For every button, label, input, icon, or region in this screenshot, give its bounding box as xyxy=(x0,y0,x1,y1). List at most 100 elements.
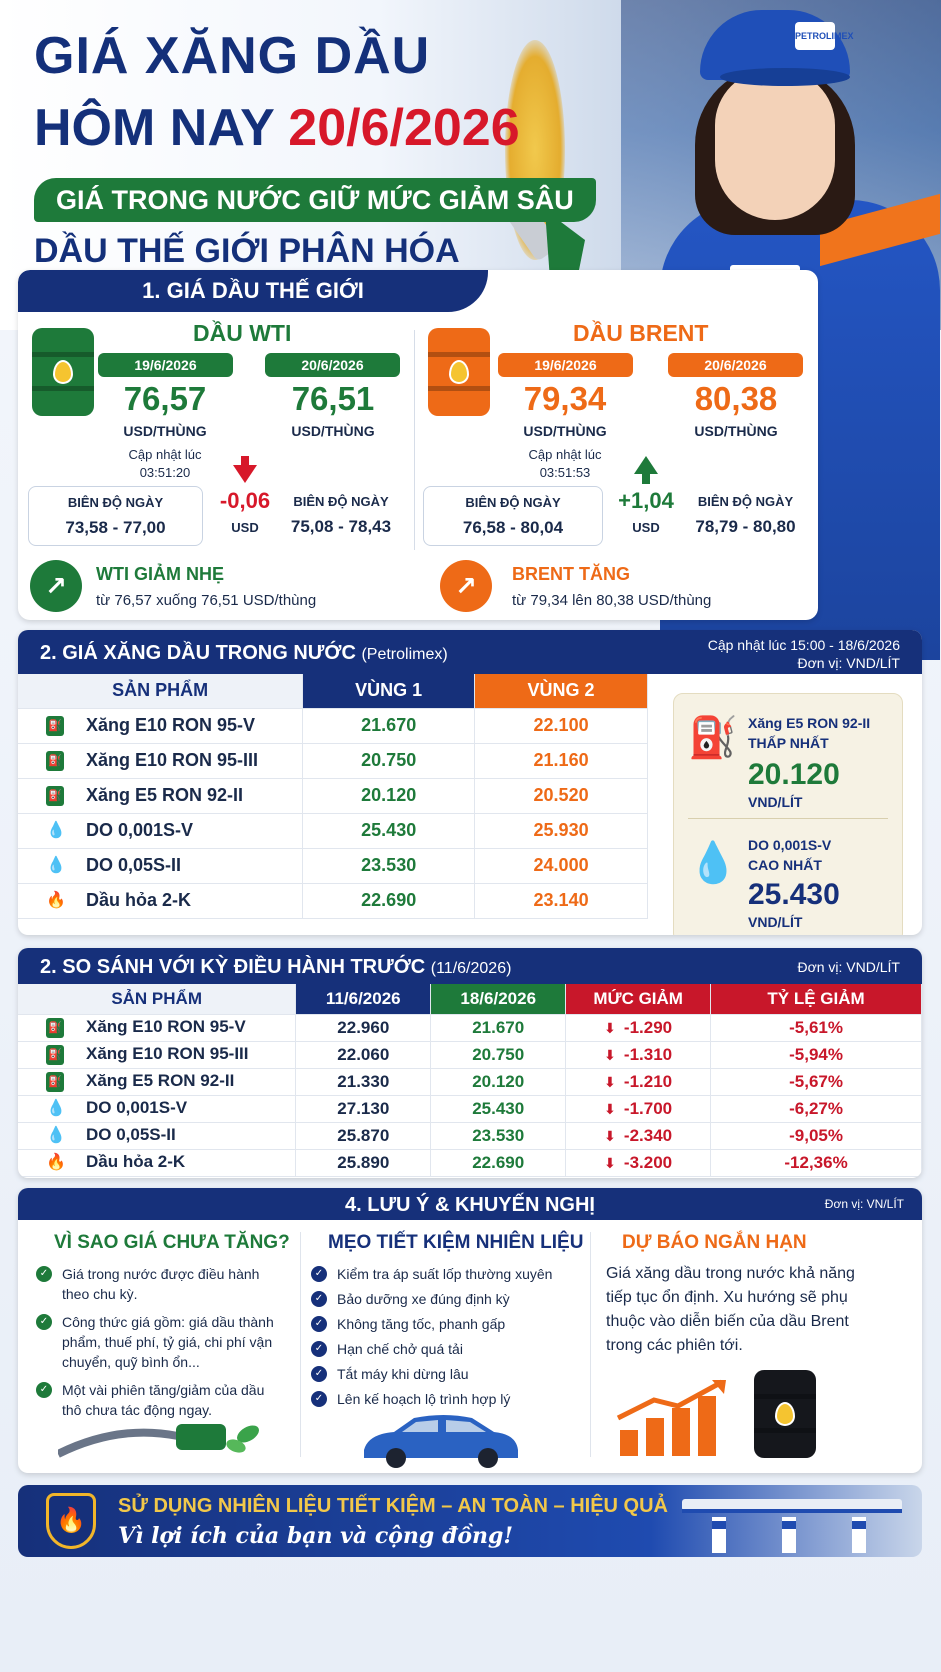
check-icon: ✓ xyxy=(36,1314,52,1330)
decrease-cell: ⬇ -1.210 xyxy=(565,1068,712,1096)
product-name: Xăng E10 RON 95-III xyxy=(86,1044,249,1064)
zone2-price: 23.140 xyxy=(474,883,648,919)
notes-section-header: 4. LƯU Ý & KHUYẾN NGHỊ Đơn vị: VN/LÍT xyxy=(18,1188,922,1220)
comparison-unit-note: Đơn vị: VND/LÍT xyxy=(797,959,900,975)
list-item-text: Giá trong nước được điều hành theo chu k… xyxy=(62,1266,260,1302)
product-cell: 🔥 Dầu hỏa 2-K xyxy=(18,1149,297,1177)
col-product: SẢN PHẨM xyxy=(18,984,297,1015)
decrease-value: -1.290 xyxy=(623,1017,673,1037)
cap-brim xyxy=(720,68,850,86)
range-label: BIÊN ĐỘ NGÀY xyxy=(465,495,561,510)
domestic-title-text: 2. GIÁ XĂNG DẦU TRONG NƯỚC xyxy=(40,642,356,664)
decrease-pct: -12,36% xyxy=(710,1149,922,1177)
notes-unit-note: Đơn vị: VN/LÍT xyxy=(824,1197,904,1211)
pump-icon: ⛽ xyxy=(46,1017,64,1038)
list-item-text: Một vài phiên tăng/giảm của dầu thô chưa… xyxy=(62,1382,265,1418)
product-cell: ⛽ Xăng E10 RON 95-V xyxy=(18,1014,297,1042)
subtitle-pill: GIÁ TRONG NƯỚC GIỮ MỨC GIẢM SÂU xyxy=(34,178,596,222)
list-item-text: Lên kế hoạch lộ trình hợp lý xyxy=(337,1391,511,1407)
wti-title: DẦU WTI xyxy=(193,320,292,346)
decrease-pct: -9,05% xyxy=(710,1122,922,1150)
down-arrow-icon: ⬇ xyxy=(604,1100,616,1117)
pump-icon: ⛽ xyxy=(46,786,64,807)
brent-unit-prev: USD/THÙNG xyxy=(523,423,607,439)
decrease-value: -1.310 xyxy=(623,1044,673,1064)
drop-icon: 💧 xyxy=(46,857,66,875)
decrease-pct: -5,61% xyxy=(710,1014,922,1042)
list-item: ✓ Bảo dưỡng xe đúng định kỳ xyxy=(311,1289,581,1309)
wti-updated-time: 03:51:20 xyxy=(139,465,191,480)
tips-title: MẸO TIẾT KIỆM NHIÊN LIỆU xyxy=(328,1232,584,1253)
flame-icon: 🔥 xyxy=(46,1153,66,1171)
check-icon: ✓ xyxy=(311,1266,327,1282)
table-row: 💧 DO 0,05S-II 25.870 23.530 ⬇ -2.340 -9,05% xyxy=(18,1122,922,1150)
wti-range-curr: BIÊN ĐỘ NGÀY 75,08 - 78,43 xyxy=(281,486,401,546)
lowest-tag: THẤP NHẤT xyxy=(748,735,829,751)
old-price: 25.870 xyxy=(295,1122,432,1150)
lowest-product: Xăng E5 RON 92-II xyxy=(748,715,871,731)
list-item-text: Tắt máy khi dừng lâu xyxy=(337,1366,469,1382)
list-item: ✓ Kiểm tra áp suất lốp thường xuyên xyxy=(311,1264,581,1284)
domestic-price-table: SẢN PHẨM VÙNG 1 VÙNG 2 ⛽ Xăng E10 RON 95-… xyxy=(18,674,648,919)
brent-updated: Cập nhật lúc 03:51:53 xyxy=(495,446,635,482)
product-name: DO 0,05S-II xyxy=(86,1125,176,1145)
wti-change: -0,06 xyxy=(219,488,271,513)
highest-product: DO 0,001S-V xyxy=(748,837,832,853)
drop-icon: 💧 xyxy=(46,1126,66,1144)
oil-drop-icon xyxy=(53,360,73,384)
wti-unit-curr: USD/THÙNG xyxy=(291,423,375,439)
table-row: 🔥 Dầu hỏa 2-K 22.690 23.140 xyxy=(18,883,648,919)
trend-chart-icon: ↗ xyxy=(30,560,82,612)
decrease-cell: ⬇ -1.310 xyxy=(565,1041,712,1069)
comparison-section-header: 2. SO SÁNH VỚI KỲ ĐIỀU HÀNH TRƯỚC (11/6/… xyxy=(18,948,922,984)
table-header-row: SẢN PHẨM 11/6/2026 18/6/2026 MỨC GIẢM TỶ… xyxy=(18,984,922,1015)
product-name: Xăng E10 RON 95-III xyxy=(86,749,259,770)
range-value: 73,58 - 77,00 xyxy=(65,518,166,537)
range-value: 78,79 - 80,80 xyxy=(695,517,796,536)
list-item: ✓ Lên kế hoạch lộ trình hợp lý xyxy=(311,1389,581,1409)
notes-section: 4. LƯU Ý & KHUYẾN NGHỊ Đơn vị: VN/LÍT VÌ… xyxy=(18,1188,922,1473)
up-arrow-stem xyxy=(642,474,650,484)
decrease-cell: ⬇ -1.290 xyxy=(565,1014,712,1042)
brent-date-curr: 20/6/2026 xyxy=(668,353,803,377)
decrease-pct: -6,27% xyxy=(710,1095,922,1123)
decrease-value: -3.200 xyxy=(623,1152,673,1172)
flame-icon: 🔥 xyxy=(46,892,66,910)
product-cell: ⛽ Xăng E10 RON 95-III xyxy=(18,1041,297,1069)
lowest-price: 20.120 xyxy=(748,758,840,791)
subtitle-secondary: DẦU THẾ GIỚI PHÂN HÓA xyxy=(34,232,460,270)
zone1-price: 25.430 xyxy=(302,813,476,849)
new-price: 20.750 xyxy=(430,1041,567,1069)
brent-updated-label: Cập nhật lúc xyxy=(528,447,602,462)
down-arrow-icon: ⬇ xyxy=(604,1073,616,1090)
domestic-updated-time: Cập nhật lúc 15:00 - 18/6/2026 xyxy=(707,637,900,653)
wti-range-prev: BIÊN ĐỘ NGÀY 73,58 - 77,00 xyxy=(28,486,203,546)
list-item: ✓ Một vài phiên tăng/giảm của dầu thô chư… xyxy=(36,1380,281,1420)
notes-section-title: 4. LƯU Ý & KHUYẾN NGHỊ xyxy=(345,1194,595,1216)
pump-icon: ⛽ xyxy=(46,751,64,772)
zone1-price: 20.120 xyxy=(302,778,476,814)
table-row: 💧 DO 0,05S-II 23.530 24.000 xyxy=(18,848,648,884)
col-old-date: 11/6/2026 xyxy=(295,984,432,1015)
brent-range-prev: BIÊN ĐỘ NGÀY 76,58 - 80,04 xyxy=(423,486,603,546)
comparison-title-text: 2. SO SÁNH VỚI KỲ ĐIỀU HÀNH TRƯỚC xyxy=(40,956,426,978)
decrease-pct: -5,67% xyxy=(710,1068,922,1096)
decrease-cell: ⬇ -1.700 xyxy=(565,1095,712,1123)
product-cell: ⛽ Xăng E10 RON 95-V xyxy=(18,708,304,744)
col-decrease-pct: TỶ LỆ GIẢM xyxy=(710,984,922,1015)
wti-updated: Cập nhật lúc 03:51:20 xyxy=(95,446,235,482)
comparison-section: 2. SO SÁNH VỚI KỲ ĐIỀU HÀNH TRƯỚC (11/6/… xyxy=(18,948,922,1178)
brent-price-curr: 80,38 xyxy=(694,380,778,417)
brent-range-curr: BIÊN ĐỘ NGÀY 78,79 - 80,80 xyxy=(683,486,808,546)
product-cell: 💧 DO 0,001S-V xyxy=(18,1095,297,1123)
zone1-price: 22.690 xyxy=(302,883,476,919)
down-arrow-icon: ⬇ xyxy=(604,1154,616,1171)
gas-station-illustration xyxy=(682,1499,902,1553)
product-name: Xăng E10 RON 95-V xyxy=(86,1017,246,1037)
new-price: 20.120 xyxy=(430,1068,567,1096)
cap-logo: PETROLIMEX xyxy=(795,22,854,50)
zone2-price: 20.520 xyxy=(474,778,648,814)
brent-title: DẦU BRENT xyxy=(573,320,709,346)
comparison-title-paren: (11/6/2026) xyxy=(430,960,512,977)
world-oil-section: 1. GIÁ DẦU THẾ GIỚI DẦU WTI 19/6/2026 76… xyxy=(18,270,818,620)
